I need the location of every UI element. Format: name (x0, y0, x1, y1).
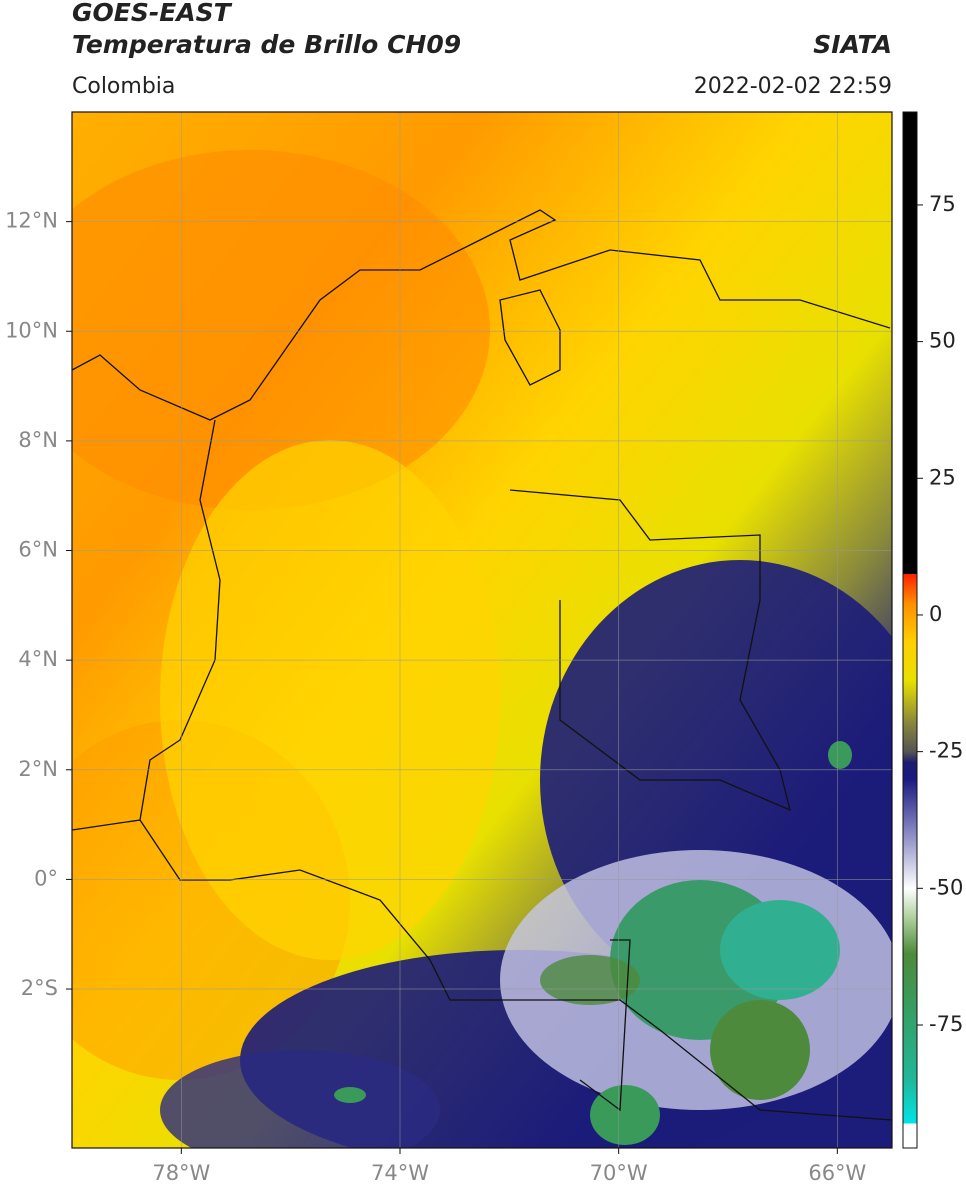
y-tick-label: 10°N (5, 318, 58, 342)
coldest-area (540, 955, 640, 1005)
colorbar-tick-label: 50 (929, 329, 956, 353)
y-tick-label: 0° (34, 866, 58, 890)
colorbar-tick-label: -25 (929, 739, 963, 763)
colorbar-tick-label: -75 (929, 1012, 963, 1036)
coldest-area (710, 1000, 810, 1100)
colorbar-tick-label: 25 (929, 465, 956, 489)
colorbar-tick-label: -50 (929, 875, 963, 899)
warm-area (72, 150, 490, 510)
coldest-area (590, 1085, 660, 1145)
colorbar-tick-label: 0 (929, 602, 942, 626)
datetime: 2022-02-02 22:59 (694, 74, 892, 99)
grid (72, 112, 892, 1148)
coldest-area (828, 741, 852, 769)
coldest-area (334, 1087, 366, 1103)
colorbar-tick-label: 75 (929, 192, 956, 216)
borders (72, 209, 892, 1121)
title: GOES-EAST (72, 0, 233, 27)
y-tick-label: 2°N (18, 757, 58, 781)
x-tick-label: 78°W (152, 1161, 210, 1185)
colorbar (902, 111, 918, 1149)
map-frame (71, 111, 893, 1149)
y-tick-label: 6°N (18, 538, 58, 562)
subtitle: Temperatura de Brillo CH09 (72, 30, 461, 59)
region: Colombia (72, 74, 175, 99)
coldest-area (720, 900, 840, 1000)
y-tick-label: 8°N (18, 428, 58, 452)
source: SIATA (813, 30, 892, 59)
x-tick-label: 74°W (371, 1161, 429, 1185)
x-tick-label: 66°W (808, 1161, 866, 1185)
y-tick-label: 4°N (18, 647, 58, 671)
cold-area (160, 1050, 440, 1148)
y-tick-label: 12°N (5, 209, 58, 233)
x-tick-label: 70°W (590, 1161, 648, 1185)
map-image (72, 112, 892, 1148)
y-tick-label: 2°S (21, 976, 58, 1000)
warm-area (160, 440, 500, 960)
